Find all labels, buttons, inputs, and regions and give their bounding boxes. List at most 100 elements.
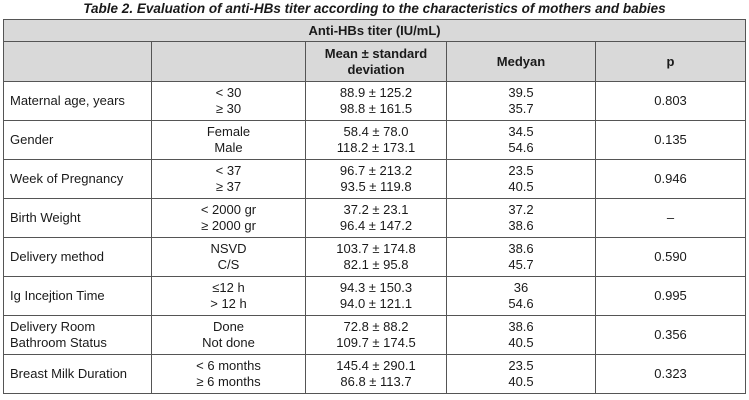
mean-sd-cell: 37.2 ± 23.1 96.4 ± 147.2: [305, 198, 447, 238]
category-2: > 12 h: [210, 296, 247, 311]
median-1: 23.5: [508, 358, 534, 373]
mean-sd-1: 37.2 ± 23.1: [343, 202, 409, 217]
table-row: Breast Milk Duration < 6 months ≥ 6 months…: [3, 354, 747, 394]
header-row: Mean ± standard deviation Medyan p: [3, 41, 747, 82]
category-1: < 2000 gr: [200, 202, 257, 217]
category-1: < 37: [215, 163, 242, 178]
median-1: 34.5: [508, 124, 534, 139]
median-2: 35.7: [508, 101, 534, 116]
category-1: NSVD: [210, 241, 247, 256]
row-label: Week of Pregnancy: [3, 159, 152, 199]
row-label: Maternal age, years: [3, 81, 152, 121]
median-2: 54.6: [508, 140, 534, 155]
header-empty-1: [3, 41, 152, 82]
header-empty-2: [151, 41, 306, 82]
mean-sd-2: 118.2 ± 173.1: [336, 140, 416, 155]
row-label: Birth Weight: [3, 198, 152, 238]
row-label: Delivery Room Bathroom Status: [3, 315, 152, 355]
mean-sd-2: 94.0 ± 121.1: [339, 296, 413, 311]
mean-sd-cell: 88.9 ± 125.2 98.8 ± 161.5: [305, 81, 447, 121]
mean-sd-1: 72.8 ± 88.2: [343, 319, 409, 334]
p-value-cell: 0.356: [594, 315, 747, 355]
category-cell: NSVD C/S: [151, 237, 306, 277]
table-row: Ig Incejtion Time ≤12 h > 12 h 94.3 ± 150.3…: [3, 276, 747, 316]
median-cell: 38.6 45.7: [446, 237, 596, 277]
table-row: Birth Weight < 2000 gr ≥ 2000 gr 37.2 ± 23.…: [3, 198, 747, 238]
median-cell: 37.2 38.6: [446, 198, 596, 238]
header-median: Medyan: [446, 41, 596, 82]
header-p: p: [594, 41, 747, 82]
p-value-cell: 0.135: [594, 120, 747, 160]
mean-sd-1: 96.7 ± 213.2: [339, 163, 413, 178]
p-value-cell: –: [594, 198, 747, 238]
median-2: 40.5: [508, 179, 534, 194]
median-2: 45.7: [508, 257, 534, 272]
data-table: Anti-HBs titer (IU/mL) Mean ± standard d…: [2, 19, 747, 394]
category-cell: < 30 ≥ 30: [151, 81, 306, 121]
category-2: ≥ 2000 gr: [201, 218, 256, 233]
median-2: 40.5: [508, 335, 534, 350]
p-value-cell: 0.946: [594, 159, 747, 199]
row-label: Delivery method: [3, 237, 152, 277]
median-cell: 23.5 40.5: [446, 354, 596, 394]
category-2: ≥ 37: [215, 179, 242, 194]
mean-sd-cell: 103.7 ± 174.8 82.1 ± 95.8: [305, 237, 447, 277]
median-cell: 34.5 54.6: [446, 120, 596, 160]
p-value-cell: 0.590: [594, 237, 747, 277]
category-2: C/S: [217, 257, 240, 272]
category-2: Male: [214, 140, 243, 155]
mean-sd-2: 86.8 ± 113.7: [340, 374, 412, 389]
p-value-cell: 0.323: [594, 354, 747, 394]
median-1: 38.6: [508, 319, 534, 334]
row-label: Gender: [3, 120, 152, 160]
category-cell: < 37 ≥ 37: [151, 159, 306, 199]
category-1: Female: [206, 124, 251, 139]
median-1: 23.5: [508, 163, 534, 178]
mean-sd-2: 109.7 ± 174.5: [336, 335, 416, 350]
category-1: < 30: [215, 85, 242, 100]
median-1: 39.5: [508, 85, 534, 100]
category-1: < 6 months: [196, 358, 261, 373]
category-cell: Female Male: [151, 120, 306, 160]
category-2: Not done: [202, 335, 255, 350]
mean-sd-cell: 145.4 ± 290.1 86.8 ± 113.7: [305, 354, 447, 394]
category-cell: Done Not done: [151, 315, 306, 355]
mean-sd-cell: 72.8 ± 88.2 109.7 ± 174.5: [305, 315, 447, 355]
p-value-cell: 0.803: [594, 81, 747, 121]
header-group-row: Anti-HBs titer (IU/mL): [2, 19, 747, 42]
mean-sd-2: 96.4 ± 147.2: [339, 218, 413, 233]
table-row: Week of Pregnancy < 37 ≥ 37 96.7 ± 213.2 93.…: [3, 159, 747, 199]
median-1: 38.6: [508, 241, 534, 256]
table-row: Delivery Room Bathroom Status Done Not don…: [3, 315, 747, 355]
table-row: Maternal age, years < 30 ≥ 30 88.9 ± 125.2 9…: [3, 81, 747, 121]
median-2: 38.6: [508, 218, 534, 233]
mean-sd-2: 82.1 ± 95.8: [343, 257, 409, 272]
category-2: ≥ 30: [215, 101, 242, 116]
median-2: 54.6: [508, 296, 534, 311]
mean-sd-cell: 94.3 ± 150.3 94.0 ± 121.1: [305, 276, 447, 316]
mean-sd-1: 103.7 ± 174.8: [336, 241, 416, 256]
table-row: Delivery method NSVD C/S 103.7 ± 174.8 82.1 …: [3, 237, 747, 277]
mean-sd-cell: 96.7 ± 213.2 93.5 ± 119.8: [305, 159, 447, 199]
median-cell: 39.5 35.7: [446, 81, 596, 121]
median-cell: 36 54.6: [446, 276, 596, 316]
median-2: 40.5: [508, 374, 534, 389]
mean-sd-2: 98.8 ± 161.5: [339, 101, 413, 116]
category-cell: < 2000 gr ≥ 2000 gr: [151, 198, 306, 238]
mean-sd-1: 145.4 ± 290.1: [336, 358, 416, 373]
header-group-cell: Anti-HBs titer (IU/mL): [2, 19, 747, 42]
table-row: Gender Female Male 58.4 ± 78.0 118.2 ± 173.1…: [3, 120, 747, 160]
median-1: 36: [513, 280, 529, 295]
median-cell: 38.6 40.5: [446, 315, 596, 355]
p-value-cell: 0.995: [594, 276, 747, 316]
table-caption: Table 2. Evaluation of anti-HBs titer ac…: [83, 1, 666, 16]
header-mean-sd: Mean ± standard deviation: [305, 41, 447, 82]
mean-sd-1: 94.3 ± 150.3: [339, 280, 413, 295]
mean-sd-1: 88.9 ± 125.2: [339, 85, 413, 100]
median-1: 37.2: [508, 202, 534, 217]
row-label: Ig Incejtion Time: [3, 276, 152, 316]
category-cell: ≤12 h > 12 h: [151, 276, 306, 316]
category-1: Done: [212, 319, 245, 334]
mean-sd-cell: 58.4 ± 78.0 118.2 ± 173.1: [305, 120, 447, 160]
category-1: ≤12 h: [212, 280, 245, 295]
